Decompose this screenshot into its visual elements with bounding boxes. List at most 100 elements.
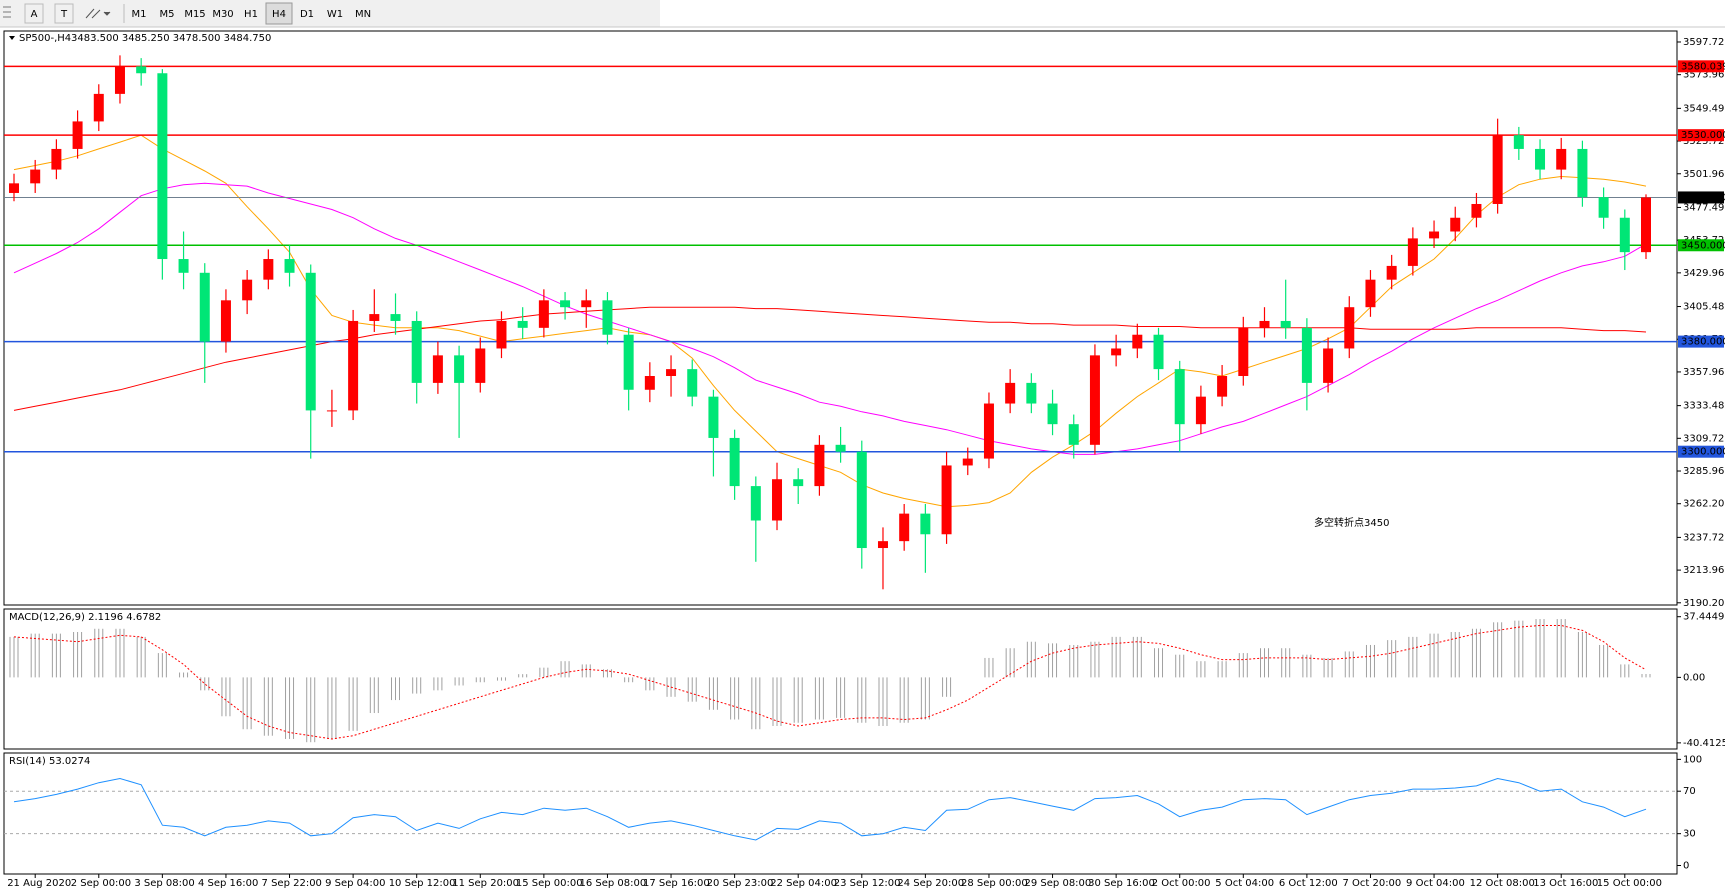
candle-body	[1238, 327, 1249, 377]
candle-body	[1577, 148, 1588, 198]
y-tick-label: 3405.480	[1683, 302, 1725, 313]
level-label-box	[1678, 445, 1724, 458]
candle-body	[920, 513, 931, 535]
chart-title: SP500-,H4	[19, 33, 71, 44]
symbol-menu-arrow[interactable]	[9, 36, 15, 40]
timeframe-label[interactable]: MN	[355, 9, 371, 20]
candle-body	[432, 355, 443, 383]
ohlc-readout: 3483.500 3485.250 3478.500 3484.750	[71, 33, 271, 44]
draw-tools-icon[interactable]	[85, 8, 111, 19]
candle-body	[1174, 369, 1185, 425]
candle-body	[983, 403, 994, 459]
y-tick-label: 3597.720	[1683, 37, 1725, 48]
macd-panel	[3, 608, 1678, 750]
candle-body	[1407, 238, 1418, 266]
candle-body	[1005, 382, 1016, 404]
candle-body	[1089, 355, 1100, 445]
candle-body	[560, 300, 571, 308]
x-tick-label: 7 Oct 20:00	[1342, 878, 1401, 889]
level-label: 3580.039	[1681, 61, 1725, 72]
candle-body	[666, 369, 677, 377]
level-label: 3450.000	[1681, 240, 1725, 251]
candle-body	[199, 272, 210, 342]
level-label-box	[1678, 129, 1724, 142]
candle-body	[411, 320, 422, 383]
timeframe-label[interactable]: M5	[160, 9, 175, 20]
timeframe-label[interactable]: M1	[132, 9, 147, 20]
x-tick-label: 29 Sep 08:00	[1025, 878, 1092, 889]
timeframe-label[interactable]: M30	[212, 9, 233, 20]
y-tick-label: 3429.960	[1683, 268, 1725, 279]
candle-body	[1513, 135, 1524, 149]
candle-body	[242, 279, 253, 301]
candle-body	[1619, 217, 1630, 253]
x-tick-label: 21 Aug 2020	[7, 878, 71, 889]
x-tick-label: 15 Oct 00:00	[1597, 878, 1662, 889]
candle-body	[899, 513, 910, 542]
timeframe-button[interactable]	[265, 2, 293, 25]
candle-body	[30, 169, 41, 184]
candle-body	[326, 410, 337, 412]
x-tick-label: 20 Sep 23:00	[707, 878, 774, 889]
x-tick-label: 7 Sep 22:00	[262, 878, 322, 889]
y-tick-label: 3309.720	[1683, 433, 1725, 444]
candle-body	[1280, 320, 1291, 328]
candle-body	[263, 259, 274, 280]
candle-body	[178, 259, 189, 273]
candle-body	[136, 66, 147, 74]
y-tick-label: 0	[1683, 861, 1689, 872]
y-tick-label: 3285.960	[1683, 466, 1725, 477]
candle-body	[72, 121, 83, 149]
candle-body	[1386, 265, 1397, 280]
candle-body	[51, 148, 62, 170]
candle-body	[1068, 424, 1079, 445]
tool-button[interactable]	[54, 3, 74, 24]
candle-body	[1026, 382, 1037, 404]
x-tick-label: 17 Sep 16:00	[643, 878, 710, 889]
candle-body	[1535, 148, 1546, 170]
y-tick-label: -40.4125	[1683, 738, 1725, 749]
y-tick-label: 3477.490	[1683, 202, 1725, 213]
y-tick-label: 3190.200	[1683, 598, 1725, 609]
tool-button-label[interactable]: T	[60, 9, 68, 20]
candle-body	[1047, 403, 1058, 425]
price-panel	[3, 30, 1678, 606]
x-tick-label: 11 Sep 20:00	[452, 878, 519, 889]
tool-button[interactable]	[24, 3, 44, 24]
candle-body	[877, 541, 888, 549]
x-tick-label: 5 Oct 04:00	[1215, 878, 1274, 889]
tool-button-label[interactable]: A	[31, 9, 38, 20]
macd-signal-line	[13, 625, 1647, 740]
candle-body	[1301, 327, 1312, 383]
timeframe-label[interactable]: D1	[300, 9, 314, 20]
rsi-line	[13, 777, 1647, 841]
y-tick-label: 3549.490	[1683, 103, 1725, 114]
timeframe-label[interactable]: W1	[327, 9, 343, 20]
candle-body	[687, 369, 698, 397]
candle-body	[220, 300, 231, 342]
candle-body	[962, 458, 973, 466]
x-tick-label: 15 Sep 00:00	[516, 878, 583, 889]
candle-body	[1259, 320, 1270, 328]
y-tick-label: 0.00	[1683, 672, 1705, 683]
timeframe-label[interactable]: H4	[272, 9, 286, 20]
candle-body	[1556, 148, 1567, 170]
x-tick-label: 13 Oct 16:00	[1533, 878, 1598, 889]
x-tick-label: 9 Sep 04:00	[325, 878, 385, 889]
x-tick-label: 12 Oct 08:00	[1470, 878, 1535, 889]
level-label-box	[1678, 335, 1724, 348]
x-tick-label: 22 Sep 04:00	[770, 878, 837, 889]
candle-body	[114, 66, 125, 94]
y-tick-label: 37.4449	[1683, 612, 1724, 623]
candle-body	[1344, 307, 1355, 349]
candle-body	[9, 183, 19, 193]
y-tick-label: 100	[1683, 754, 1702, 765]
timeframe-label[interactable]: H1	[244, 9, 258, 20]
candle-body	[538, 300, 549, 328]
timeframe-label[interactable]: M15	[184, 9, 205, 20]
candle-body	[1492, 135, 1503, 204]
candle-body	[750, 486, 761, 521]
rsi-panel	[3, 752, 1678, 875]
